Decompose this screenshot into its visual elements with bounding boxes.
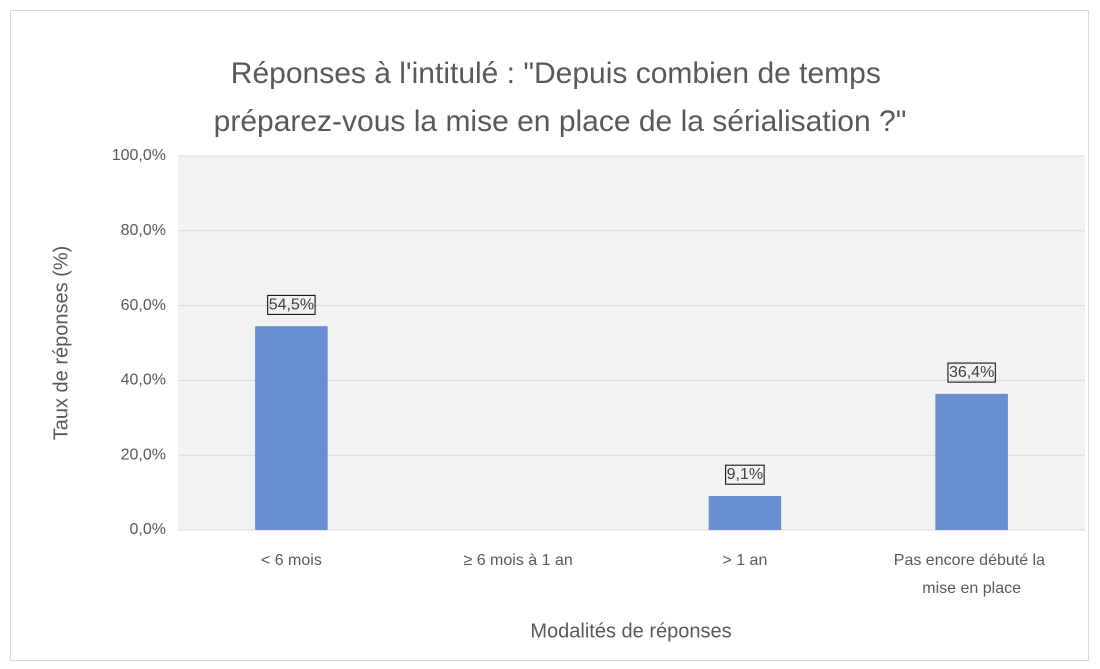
- y-tick-label: 60,0%: [121, 297, 166, 314]
- bar: [255, 326, 328, 530]
- bar: [935, 393, 1008, 530]
- y-tick-label: 0,0%: [130, 521, 166, 538]
- x-tick-label: ≥ 6 mois à 1 an: [463, 552, 572, 569]
- plot-area: [178, 156, 1085, 530]
- x-tick-label: Pas encore débuté la mise en place: [894, 552, 1050, 597]
- data-label-box: [267, 294, 316, 315]
- x-axis-label: Modalités de réponses: [530, 620, 731, 642]
- data-label: 36,4%: [949, 364, 994, 381]
- y-axis-label: Taux de réponses (%): [50, 246, 72, 441]
- y-tick-label: 100,0%: [112, 147, 166, 164]
- data-label: 9,1%: [727, 466, 763, 483]
- y-tick-label: 80,0%: [121, 222, 166, 239]
- chart-title: Réponses à l'intitulé : "Depuis combien …: [214, 57, 907, 138]
- y-tick-label: 20,0%: [121, 446, 166, 463]
- x-tick-label: < 6 mois: [261, 552, 322, 569]
- y-tick-label: 40,0%: [121, 372, 166, 389]
- data-label-box: [725, 464, 765, 485]
- data-label-box: [947, 362, 996, 383]
- x-tick-label: > 1 an: [722, 552, 767, 569]
- bar: [708, 495, 782, 530]
- data-label: 54,5%: [269, 296, 314, 313]
